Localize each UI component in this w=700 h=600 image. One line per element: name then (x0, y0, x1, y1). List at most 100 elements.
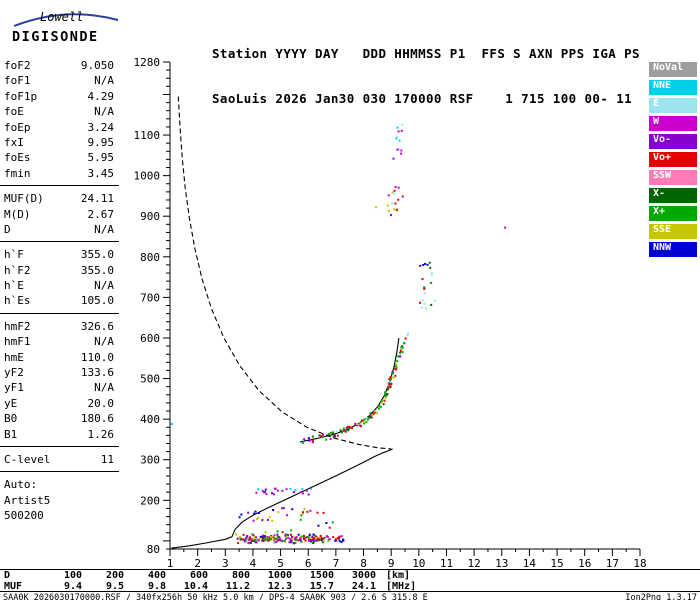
param-label: foEp (4, 120, 31, 134)
param-group: Auto: Artist5 500200 (0, 477, 119, 527)
muf-cell: 3000 (351, 570, 376, 581)
svg-text:15: 15 (550, 557, 563, 570)
param-label: foE (4, 105, 24, 119)
svg-text:4: 4 (250, 557, 257, 570)
svg-text:6: 6 (305, 557, 312, 570)
param-row: yE 20.0 (0, 396, 119, 411)
param-value: 1.26 (87, 427, 115, 441)
param-label: hmF1 (4, 335, 31, 349)
parameter-panel: foF2 9.050 foF1 N/A foF1p 4.29 foE N/A foEp 3.24 f… (0, 58, 119, 533)
param-value: 110.0 (80, 350, 114, 364)
svg-text:900: 900 (140, 210, 160, 223)
param-value: 20.0 (87, 396, 115, 410)
station-header-line2: SaoLuis 2026 Jan30 030 170000 RSF 1 715 … (212, 91, 633, 106)
param-row: foEs 5.95 (0, 150, 119, 165)
param-row: hmF1 N/A (0, 334, 119, 349)
param-row: B1 1.26 (0, 427, 119, 442)
muf-row-label: MUF (4, 580, 23, 592)
param-value: N/A (94, 335, 114, 349)
param-label: Artist5 (4, 493, 51, 507)
muf-cell: 11.2 (225, 580, 250, 592)
param-row: yF1 N/A (0, 380, 119, 395)
param-row: h`E N/A (0, 278, 119, 293)
svg-text:700: 700 (140, 291, 160, 304)
lowell-digisonde-logo: Lowell DIGISONDE (12, 10, 119, 45)
param-value: 3.45 (87, 166, 115, 180)
logo-lowell-text: Lowell (40, 10, 83, 24)
muf-cell: 12.3 (267, 580, 292, 592)
svg-text:14: 14 (523, 557, 537, 570)
param-value: 5.95 (87, 151, 115, 165)
legend-item-x-: X+ (649, 206, 697, 221)
param-row: foF1p 4.29 (0, 89, 119, 104)
param-label: MUF(D) (4, 192, 44, 206)
param-group: C-level 11 (0, 452, 119, 473)
svg-text:8: 8 (360, 557, 367, 570)
muf-cell: 400 (147, 570, 166, 581)
svg-text:7: 7 (333, 557, 340, 570)
param-label: yF2 (4, 366, 24, 380)
divider-line (0, 591, 700, 592)
param-value: 105.0 (80, 294, 114, 308)
param-row: M(D) 2.67 (0, 207, 119, 222)
svg-text:80: 80 (147, 543, 160, 556)
svg-text:10: 10 (412, 557, 425, 570)
param-group: foF2 9.050 foF1 N/A foF1p 4.29 foE N/A foEp 3.24 f… (0, 58, 119, 187)
param-label: h`F2 (4, 263, 31, 277)
svg-text:2: 2 (194, 557, 201, 570)
param-label: fxI (4, 135, 24, 149)
param-row: h`F2 355.0 (0, 263, 119, 278)
svg-text:16: 16 (578, 557, 591, 570)
muf-cell: 1500 (309, 570, 334, 581)
svg-text:400: 400 (140, 413, 160, 426)
param-row: Auto: (0, 477, 119, 492)
svg-text:300: 300 (140, 454, 160, 467)
muf-cell: 9.5 (105, 580, 124, 592)
param-value: 9.050 (80, 59, 114, 72)
station-header: Station YYYY DAY DDD HHMMSS P1 FFS S AXN… (212, 16, 640, 136)
divider-line (0, 569, 700, 570)
svg-text:3: 3 (222, 557, 229, 570)
param-label: foF2 (4, 59, 31, 72)
param-value: 11 (100, 452, 114, 466)
measurement-file-info: SAA0K_2026030170000.RSF / 340fx256h 50 k… (3, 593, 428, 600)
param-label: foEs (4, 151, 31, 165)
param-value: N/A (94, 279, 114, 293)
param-label: fmin (4, 166, 31, 180)
param-value: N/A (94, 222, 114, 236)
param-label: M(D) (4, 207, 31, 221)
param-row: h`F 355.0 (0, 247, 119, 262)
param-label: C-level (4, 452, 51, 466)
legend-item-ssw: SSW (649, 170, 697, 185)
param-row: h`Es 105.0 (0, 293, 119, 308)
param-row: fxI 9.95 (0, 135, 119, 150)
muf-cell: 9.8 (147, 580, 166, 592)
param-label: B0 (4, 412, 18, 426)
param-label: yF1 (4, 381, 24, 395)
muf-cell: 1000 (267, 570, 292, 581)
param-value: 133.6 (80, 366, 114, 380)
legend-item-w: W (649, 116, 697, 131)
param-value: 24.11 (80, 192, 114, 206)
param-row: foE N/A (0, 104, 119, 119)
param-value: 355.0 (80, 263, 114, 277)
param-value: 180.6 (80, 412, 114, 426)
svg-text:13: 13 (495, 557, 508, 570)
param-value: 2.67 (87, 207, 115, 221)
param-label: B1 (4, 427, 18, 441)
svg-text:11: 11 (440, 557, 453, 570)
legend-item-noval: NoVal (649, 62, 697, 77)
param-row: MUF(D) 24.11 (0, 191, 119, 206)
muf-cell: 9.4 (63, 580, 82, 592)
param-row: B0 180.6 (0, 411, 119, 426)
param-label: h`Es (4, 294, 31, 308)
svg-text:18: 18 (633, 557, 646, 570)
svg-text:17: 17 (606, 557, 619, 570)
svg-text:1100: 1100 (134, 129, 161, 142)
param-label: 500200 (4, 509, 44, 523)
muf-cell: 24.1 (351, 580, 376, 592)
muf-table-row-muf: MUF 9.4 9.5 9.8 10.4 11.2 12.3 15.7 24.1 [MHz] (4, 580, 416, 593)
param-row: foF2 9.050 (0, 58, 119, 73)
param-row: foF1 N/A (0, 73, 119, 88)
